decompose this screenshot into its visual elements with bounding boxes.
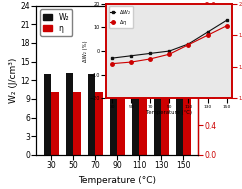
Bar xyxy=(161,94,169,155)
$\Delta\eta$ xyxy=(168,53,171,55)
$\Delta W_2$ xyxy=(168,50,171,52)
$\Delta\eta$ xyxy=(111,63,114,65)
Bar xyxy=(51,91,59,155)
Line: $\Delta\eta$: $\Delta\eta$ xyxy=(110,24,228,65)
$\Delta\eta$ xyxy=(206,34,209,36)
Bar xyxy=(139,93,147,155)
Bar xyxy=(95,92,103,155)
$\Delta W_2$ xyxy=(149,52,152,55)
Bar xyxy=(132,77,139,155)
Y-axis label: ΔW₂ (%): ΔW₂ (%) xyxy=(83,40,89,62)
Bar xyxy=(183,95,191,155)
$\Delta\eta$ xyxy=(225,25,228,27)
Line: $\Delta W_2$: $\Delta W_2$ xyxy=(111,19,228,60)
$\Delta W_2$ xyxy=(130,55,133,57)
$\Delta\eta$ xyxy=(187,44,190,46)
Bar xyxy=(66,74,73,155)
Legend: W₂, η: W₂, η xyxy=(40,9,72,36)
$\Delta W_2$ xyxy=(187,43,190,45)
Bar xyxy=(88,74,95,155)
$\Delta W_2$ xyxy=(111,57,114,59)
Bar xyxy=(73,91,81,155)
Bar xyxy=(44,74,51,155)
$\Delta\eta$ xyxy=(149,58,152,60)
Bar xyxy=(117,93,125,155)
$\Delta\eta$ xyxy=(130,61,133,63)
Bar xyxy=(154,85,161,155)
X-axis label: Temperature (°C): Temperature (°C) xyxy=(78,176,156,185)
Bar xyxy=(176,86,183,155)
X-axis label: Temperature (°C): Temperature (°C) xyxy=(146,110,192,115)
$\Delta W_2$ xyxy=(225,19,228,22)
Bar xyxy=(110,75,117,155)
Y-axis label: η: η xyxy=(222,75,228,85)
Y-axis label: W₂ (J/cm³): W₂ (J/cm³) xyxy=(9,58,18,103)
Legend: $\Delta W_2$, $\Delta\eta$: $\Delta W_2$, $\Delta\eta$ xyxy=(109,6,133,28)
$\Delta W_2$ xyxy=(206,31,209,33)
